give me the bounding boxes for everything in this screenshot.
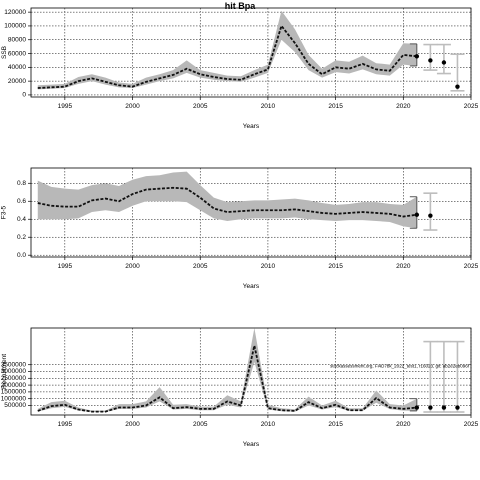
y-axis-label: SSB — [1, 46, 8, 59]
y-tick-label: 1000000 — [1, 395, 27, 402]
estimate-line — [37, 345, 417, 413]
plot-border — [30, 7, 472, 98]
x-tick-label: 2005 — [193, 263, 208, 270]
confidence-band — [37, 10, 417, 90]
y-tick-label: 500000 — [4, 402, 26, 409]
y-axis-label: F3-5 — [1, 205, 8, 219]
y-tick-label: 0.2 — [17, 234, 26, 241]
y-tick-label: 40000 — [8, 64, 26, 71]
y-tick-label: 20000 — [8, 78, 26, 85]
recruitment-panel: 1995 2000 2005 2010 2015 2020 2025 500000100000… — [1, 327, 479, 448]
x-tick-label: 1995 — [58, 103, 73, 110]
y-tick-label: 3000000 — [1, 368, 27, 375]
y-tick-label: 3500000 — [1, 361, 27, 368]
projection-point — [455, 84, 460, 89]
source-annotation: stockassessment.org, Fi4D7bk_2022_test1,… — [330, 363, 470, 368]
x-tick-label: 2025 — [464, 263, 479, 270]
y-axis-label-main: Recruitment — [1, 354, 8, 389]
x-tick-label: 2010 — [261, 103, 276, 110]
x-tick-label: 2015 — [328, 421, 343, 428]
ssb-panel: 1995 2000 2005 2010 2015 2020 2025 0 20000 40000 6… — [1, 7, 479, 130]
x-tick-label: 2015 — [328, 263, 343, 270]
x-tick-label: 2015 — [328, 103, 343, 110]
x-tick-label: 2025 — [464, 103, 479, 110]
y-tick-label: 120000 — [4, 9, 26, 16]
y-tick-label: 80000 — [8, 36, 26, 43]
plot-border — [30, 167, 472, 258]
x-tick-label: 2005 — [193, 103, 208, 110]
x-tick-label: 2020 — [396, 421, 411, 428]
confidence-band — [37, 171, 417, 229]
projection-point — [441, 60, 447, 65]
y-tick-label: 2000000 — [1, 382, 27, 389]
y-tick-label: 2500000 — [1, 375, 27, 382]
estimate-line — [37, 24, 417, 89]
y-tick-label: 100000 — [4, 23, 26, 30]
estimate-line — [37, 186, 417, 218]
last-year-point — [414, 212, 420, 217]
figure-title: hit Bpa — [225, 1, 256, 11]
x-tick-label: 2000 — [125, 263, 140, 270]
y-axis-label: Recruitment — [1, 354, 8, 389]
x-tick-label: 2020 — [396, 103, 411, 110]
y-tick-label: 1500000 — [1, 389, 27, 396]
x-tick-label: 2010 — [261, 421, 276, 428]
projection-point — [428, 405, 433, 410]
last-year-point — [414, 54, 420, 59]
y-tick-label: 0.4 — [17, 216, 26, 223]
x-axis-label: Years — [243, 283, 260, 290]
confidence-band — [37, 328, 417, 413]
x-tick-label: 1995 — [58, 263, 73, 270]
projection-point — [428, 213, 433, 218]
x-tick-label: 2020 — [396, 263, 411, 270]
fishing-mortality-panel: 1995 2000 2005 2010 2015 2020 2025 0.0 0.2 0.4 0.6… — [1, 167, 479, 290]
y-axis-label-main: SSB — [1, 46, 8, 59]
x-tick-label: 2000 — [125, 103, 140, 110]
x-tick-label: 1995 — [58, 421, 73, 428]
y-tick-label: 0.6 — [17, 198, 26, 205]
y-tick-label: 0 — [22, 92, 26, 99]
x-tick-label: 2005 — [193, 421, 208, 428]
x-axis-label: Years — [243, 123, 260, 130]
last-year-point — [414, 405, 420, 410]
y-tick-label: 0.0 — [17, 252, 26, 259]
projection-point — [428, 58, 433, 63]
y-tick-label: 60000 — [8, 50, 26, 57]
projection-point — [455, 405, 460, 410]
x-tick-label: 2025 — [464, 421, 479, 428]
y-tick-label: 0.8 — [17, 180, 26, 187]
x-axis-label: Years — [243, 441, 260, 448]
x-tick-label: 2010 — [261, 263, 276, 270]
x-tick-label: 2000 — [125, 421, 140, 428]
projection-point — [441, 405, 447, 410]
